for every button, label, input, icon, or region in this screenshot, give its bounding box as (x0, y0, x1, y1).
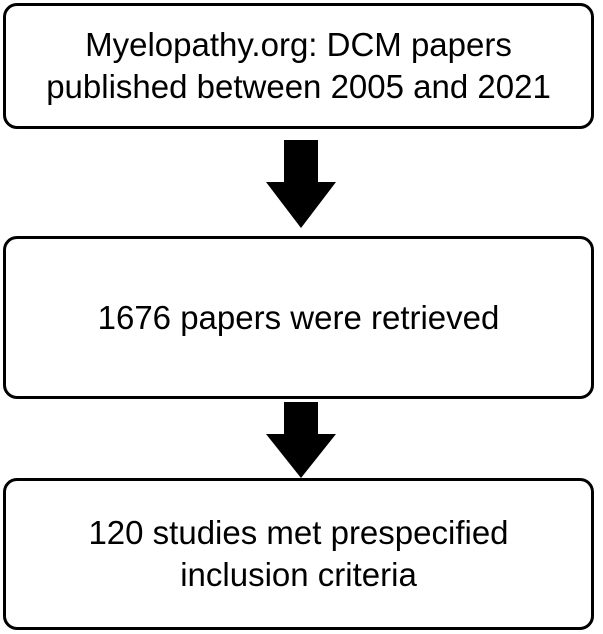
box-retrieved: 1676 papers were retrieved (3, 236, 594, 399)
box-text: Myelopathy.org: DCM papers published bet… (46, 26, 551, 105)
arrow-down-icon (266, 402, 336, 478)
box-source: Myelopathy.org: DCM papers published bet… (3, 3, 594, 129)
box-included: 120 studies met prespecified inclusion c… (3, 478, 594, 630)
box-text: 120 studies met prespecified inclusion c… (88, 514, 509, 593)
box-text: 1676 papers were retrieved (97, 298, 500, 336)
arrow-down-icon (266, 140, 336, 228)
